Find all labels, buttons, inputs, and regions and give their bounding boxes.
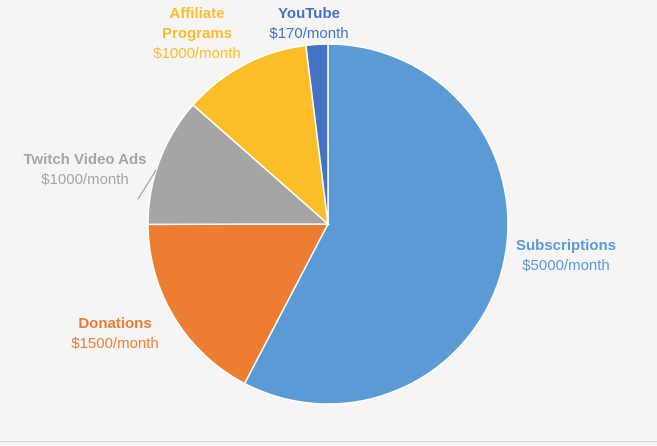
pie-slice-twitch-video-ads	[147, 103, 330, 226]
label-twitch-video-ads-name: Twitch Video Ads	[23, 151, 147, 168]
label-youtube-amount: $170/month	[269, 25, 349, 42]
label-donations-name: Donations	[78, 315, 152, 332]
pie-slice-donations	[147, 223, 330, 385]
pie-slice-affiliate-programs	[191, 44, 329, 226]
label-affiliate-programs: Affiliate Programs $1000/month	[132, 4, 262, 64]
label-subscriptions-amount: $5000/month	[522, 257, 610, 274]
label-donations: Donations $1500/month	[50, 314, 180, 354]
label-subscriptions: Subscriptions $5000/month	[506, 236, 626, 276]
label-twitch-video-ads-amount: $1000/month	[41, 171, 129, 188]
label-donations-amount: $1500/month	[71, 335, 159, 352]
label-youtube-name: YouTube	[278, 5, 340, 22]
label-youtube: YouTube $170/month	[254, 4, 364, 44]
bottom-divider	[0, 441, 657, 442]
label-affiliate-programs-name: Affiliate Programs	[161, 5, 233, 42]
label-subscriptions-name: Subscriptions	[515, 237, 616, 254]
pie-slice-subscriptions	[243, 43, 509, 405]
label-twitch-video-ads: Twitch Video Ads $1000/month	[10, 150, 160, 190]
leader-line-twitch-video-ads	[137, 169, 157, 200]
label-affiliate-programs-amount: $1000/month	[153, 45, 241, 62]
pie-slice-youtube	[305, 43, 329, 225]
